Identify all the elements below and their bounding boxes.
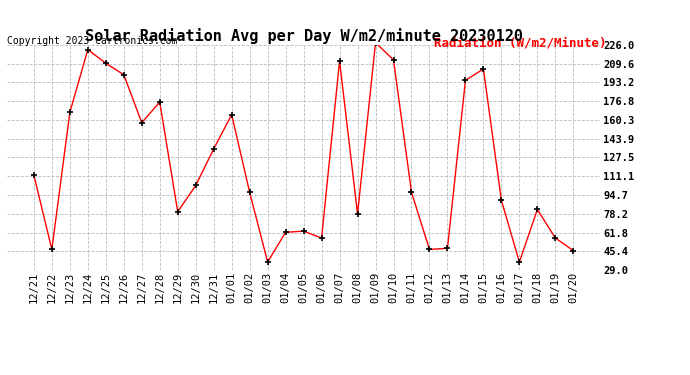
Text: Copyright 2023 Cartronics.com: Copyright 2023 Cartronics.com xyxy=(7,36,177,46)
Title: Solar Radiation Avg per Day W/m2/minute 20230120: Solar Radiation Avg per Day W/m2/minute … xyxy=(85,28,522,44)
Text: Radiation (W/m2/Minute): Radiation (W/m2/Minute) xyxy=(434,36,607,49)
